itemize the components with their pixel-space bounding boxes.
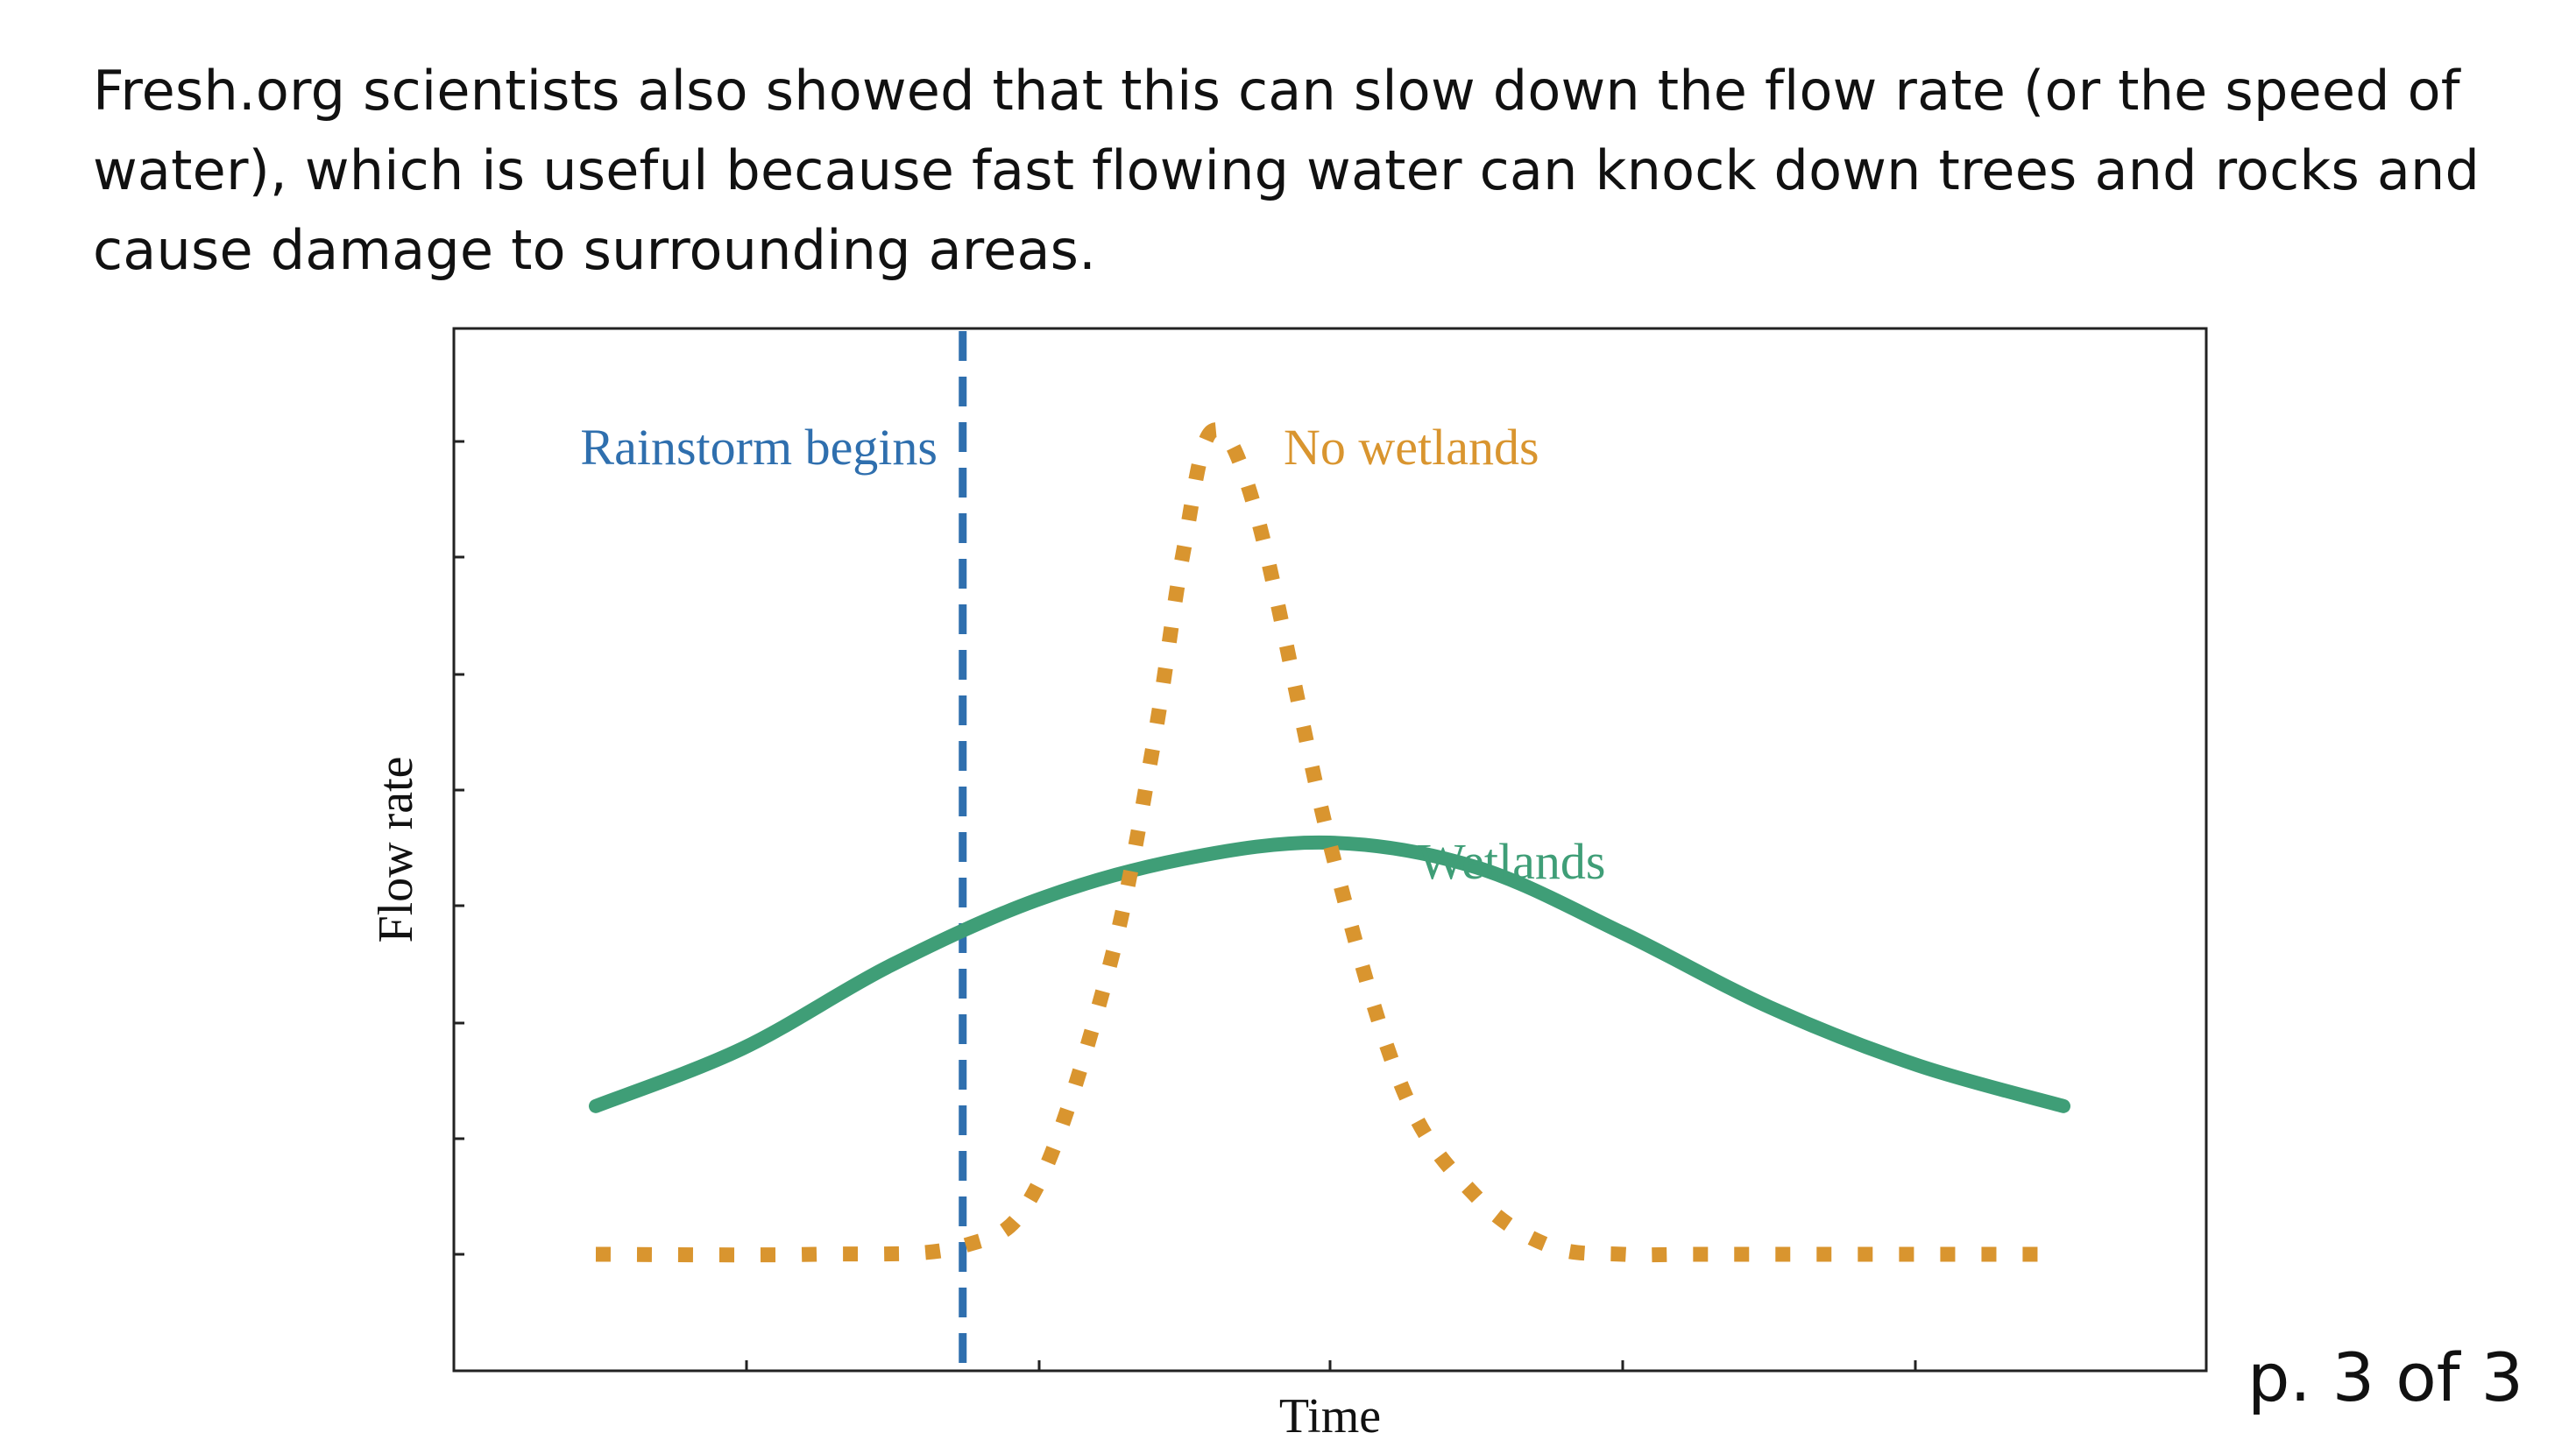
- annotation-no-wetlands: No wetlands: [1284, 419, 1539, 476]
- x-axis-ticks: [745, 1360, 1917, 1371]
- y-axis-ticks: [454, 440, 464, 1256]
- annotation-wetlands: Wetlands: [1418, 833, 1605, 890]
- page-number: p. 3 of 3: [2247, 1338, 2523, 1416]
- y-axis-title: Flow rate: [369, 756, 423, 942]
- series-line-wetlands: [589, 835, 2070, 1113]
- intro-paragraph: Fresh.org scientists also showed that th…: [93, 59, 2480, 282]
- annotation-rainstorm-begins: Rainstorm begins: [580, 419, 938, 476]
- series-line-no-wetlands: [595, 422, 2063, 1263]
- x-axis-title: Time: [1279, 1389, 1381, 1443]
